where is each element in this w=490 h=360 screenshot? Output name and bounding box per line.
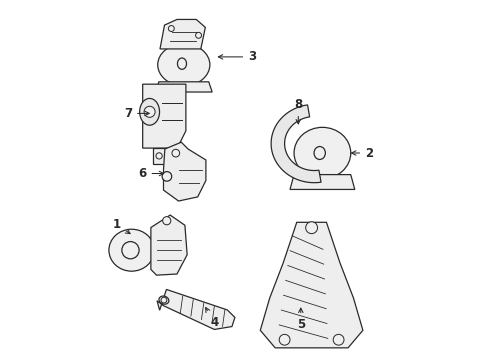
Circle shape (172, 153, 178, 159)
Text: 3: 3 (219, 50, 256, 63)
Text: 4: 4 (206, 307, 219, 329)
Polygon shape (160, 19, 205, 49)
Circle shape (144, 106, 155, 117)
Text: 6: 6 (138, 167, 164, 180)
Circle shape (162, 172, 171, 181)
Ellipse shape (159, 296, 169, 304)
Circle shape (279, 334, 290, 345)
Ellipse shape (158, 44, 210, 86)
Polygon shape (271, 105, 321, 183)
Circle shape (163, 217, 171, 225)
Circle shape (196, 32, 201, 38)
Polygon shape (151, 215, 187, 275)
Ellipse shape (177, 58, 187, 69)
Polygon shape (164, 142, 206, 201)
Text: 5: 5 (296, 308, 305, 331)
Circle shape (306, 222, 318, 234)
Polygon shape (153, 148, 181, 164)
Circle shape (169, 26, 174, 31)
Circle shape (161, 297, 167, 303)
Polygon shape (290, 175, 355, 189)
Circle shape (122, 242, 139, 259)
Text: 2: 2 (351, 147, 373, 159)
Text: 7: 7 (124, 107, 149, 120)
Circle shape (156, 153, 162, 159)
Polygon shape (260, 222, 363, 348)
Ellipse shape (140, 98, 160, 125)
Polygon shape (155, 82, 212, 92)
Circle shape (333, 334, 344, 345)
Text: 8: 8 (294, 98, 302, 124)
Polygon shape (157, 289, 235, 329)
Ellipse shape (109, 229, 154, 271)
Ellipse shape (314, 147, 325, 159)
Text: 1: 1 (113, 219, 130, 234)
Ellipse shape (294, 127, 351, 179)
Circle shape (172, 149, 180, 157)
Polygon shape (143, 84, 186, 148)
